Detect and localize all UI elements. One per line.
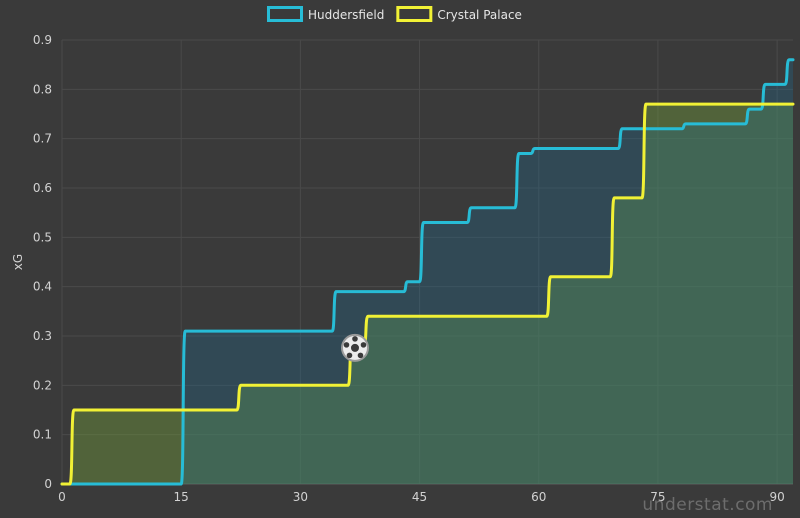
legend-item-huddersfield[interactable]: Huddersfield	[267, 6, 385, 23]
x-tick-label: 75	[650, 490, 665, 504]
crystal-palace-area	[62, 104, 793, 484]
x-tick-label: 45	[412, 490, 427, 504]
y-tick-label: 0.6	[33, 181, 52, 195]
x-tick-label: 0	[58, 490, 66, 504]
legend-label: Crystal Palace	[437, 8, 522, 22]
x-tick-label: 90	[769, 490, 784, 504]
series-areas	[62, 59, 793, 485]
huddersfield-area	[62, 59, 793, 485]
y-tick-label: 0.4	[33, 280, 52, 294]
y-axis-ticks: 0 0.1 0.2 0.3 0.4 0.5 0.6 0.7 0.8 0.9	[33, 33, 52, 491]
huddersfield-line[interactable]	[60, 58, 795, 486]
y-tick-label: 0.5	[33, 230, 52, 244]
y-tick-label: 0.2	[33, 378, 52, 392]
x-axis-ticks: 0 15 30 45 60 75 90	[58, 490, 785, 504]
x-tick-label: 15	[174, 490, 189, 504]
y-tick-label: 0.9	[33, 33, 52, 47]
series-lines	[60, 58, 795, 486]
legend-label: Huddersfield	[308, 8, 384, 22]
event-markers	[340, 333, 369, 362]
legend-swatch	[396, 6, 433, 22]
goal-ball-icon[interactable]	[340, 333, 369, 362]
y-tick-label: 0	[44, 477, 52, 491]
x-tick-label: 60	[531, 490, 546, 504]
y-tick-label: 0.1	[33, 428, 52, 442]
legend-swatch	[267, 6, 303, 22]
legend-item-crystal-palace[interactable]: Crystal Palace	[396, 6, 522, 23]
y-tick-label: 0.8	[33, 82, 52, 96]
y-tick-label: 0.7	[33, 132, 52, 146]
legend: Huddersfield Crystal Palace	[267, 6, 522, 23]
x-tick-label: 30	[293, 490, 308, 504]
y-tick-label: 0.3	[33, 329, 52, 343]
watermark: understat.com	[642, 495, 773, 515]
y-axis-title: xG	[11, 254, 25, 270]
crystal-palace-line[interactable]	[60, 102, 795, 486]
